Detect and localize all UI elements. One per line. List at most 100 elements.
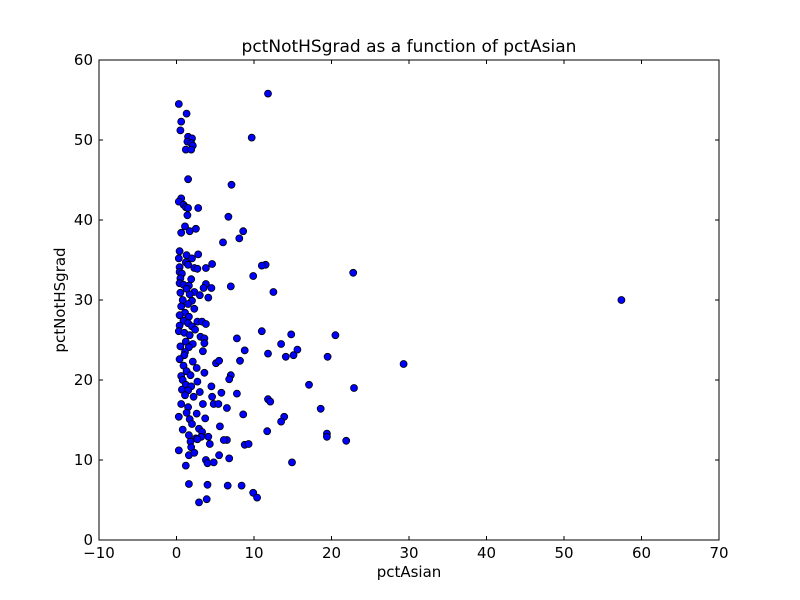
scatter-point bbox=[215, 356, 224, 365]
scatter-point bbox=[288, 458, 296, 467]
scatter-point bbox=[186, 371, 195, 380]
y-tick-label: 40 bbox=[74, 211, 93, 229]
scatter-point bbox=[316, 404, 325, 413]
scatter-point bbox=[209, 458, 218, 467]
scatter-point bbox=[257, 261, 266, 270]
scatter-point bbox=[177, 302, 186, 311]
scatter-point bbox=[192, 409, 201, 418]
scatter-point bbox=[269, 288, 278, 296]
scatter-point bbox=[194, 204, 203, 212]
scatter-point bbox=[187, 275, 196, 284]
scatter-point bbox=[399, 360, 408, 368]
scatter-point bbox=[305, 380, 313, 389]
scatter-point bbox=[188, 357, 197, 366]
scatter-point bbox=[266, 397, 275, 406]
scatter-point bbox=[215, 451, 224, 460]
scatter-point bbox=[190, 448, 199, 457]
y-tick-label: 60 bbox=[74, 51, 93, 69]
scatter-point bbox=[277, 417, 286, 426]
scatter-point bbox=[227, 180, 236, 189]
chart-title: pctNotHSgrad as a function of pctAsian bbox=[242, 37, 577, 57]
x-tick-label: −10 bbox=[83, 544, 115, 562]
scatter-point bbox=[188, 420, 196, 428]
x-tick-label: 20 bbox=[322, 544, 341, 562]
scatter-point bbox=[195, 388, 204, 396]
scatter-point bbox=[176, 126, 185, 135]
scatter-point bbox=[187, 145, 196, 154]
scatter-point bbox=[239, 410, 248, 419]
scatter-point bbox=[193, 377, 202, 386]
scatter-point bbox=[208, 392, 217, 401]
scatter-point bbox=[185, 227, 194, 236]
scatter-point bbox=[287, 330, 296, 339]
scatter-point bbox=[181, 461, 190, 470]
scatter-point bbox=[176, 288, 185, 297]
scatter-point bbox=[264, 349, 272, 358]
scatter-point bbox=[281, 352, 290, 361]
scatter-point bbox=[200, 368, 209, 377]
scatter-point bbox=[223, 481, 232, 490]
scatter-point bbox=[175, 247, 184, 256]
scatter-point bbox=[176, 342, 185, 351]
x-tick-label: 50 bbox=[554, 544, 573, 562]
scatter-point bbox=[289, 351, 298, 360]
scatter-point bbox=[181, 222, 189, 231]
scatter-point bbox=[225, 454, 234, 463]
scatter-point bbox=[178, 425, 187, 434]
x-axis-label: pctAsian bbox=[377, 563, 442, 581]
scatter-point bbox=[225, 375, 234, 384]
x-tick-label: 40 bbox=[477, 544, 496, 562]
scatter-point bbox=[184, 175, 193, 184]
scatter-point bbox=[189, 392, 198, 401]
scatter-point bbox=[207, 284, 216, 292]
scatter-point bbox=[217, 388, 226, 397]
scatter-point bbox=[188, 254, 196, 263]
scatter-point bbox=[184, 260, 193, 269]
x-tick-label: 10 bbox=[244, 544, 263, 562]
scatter-point bbox=[200, 339, 209, 348]
scatter-point bbox=[194, 250, 203, 259]
points-layer bbox=[174, 89, 626, 507]
scatter-point bbox=[184, 480, 193, 488]
scatter-point bbox=[185, 290, 194, 299]
scatter-point bbox=[201, 320, 210, 328]
scatter-point bbox=[203, 480, 212, 489]
scatter-point bbox=[202, 495, 211, 504]
scatter-point bbox=[232, 334, 241, 343]
scatter-point bbox=[191, 325, 200, 334]
scatter-point bbox=[257, 327, 266, 336]
scatter-point bbox=[201, 414, 210, 423]
scatter-point bbox=[224, 212, 233, 221]
x-tick-label: 0 bbox=[172, 544, 182, 562]
scatter-point bbox=[249, 272, 258, 280]
scatter-point bbox=[237, 481, 246, 490]
scatter-point bbox=[204, 432, 213, 441]
scatter-point bbox=[215, 422, 224, 431]
scatter-point bbox=[264, 89, 272, 98]
scatter-point bbox=[293, 345, 302, 354]
scatter-point bbox=[195, 291, 204, 300]
scatter-point bbox=[277, 340, 286, 348]
scatter-point bbox=[193, 435, 202, 444]
scatter-point bbox=[207, 382, 216, 391]
scatter-point bbox=[331, 331, 340, 340]
y-tick-label: 30 bbox=[74, 291, 93, 309]
scatter-point bbox=[219, 238, 227, 247]
y-tick-label: 0 bbox=[83, 531, 93, 549]
scatter-point bbox=[222, 404, 231, 412]
scatter-point bbox=[174, 412, 183, 421]
scatter-point bbox=[198, 400, 207, 408]
scatter-point bbox=[240, 346, 249, 355]
scatter-point bbox=[205, 440, 214, 448]
scatter-point bbox=[184, 431, 193, 440]
scatter-point bbox=[184, 300, 193, 308]
scatter-point bbox=[185, 331, 194, 340]
y-tick-label: 50 bbox=[74, 131, 93, 149]
scatter-point bbox=[174, 100, 183, 108]
scatter-point bbox=[247, 133, 256, 142]
scatter-point bbox=[239, 227, 248, 236]
scatter-point bbox=[182, 109, 191, 118]
scatter-point bbox=[177, 117, 186, 126]
